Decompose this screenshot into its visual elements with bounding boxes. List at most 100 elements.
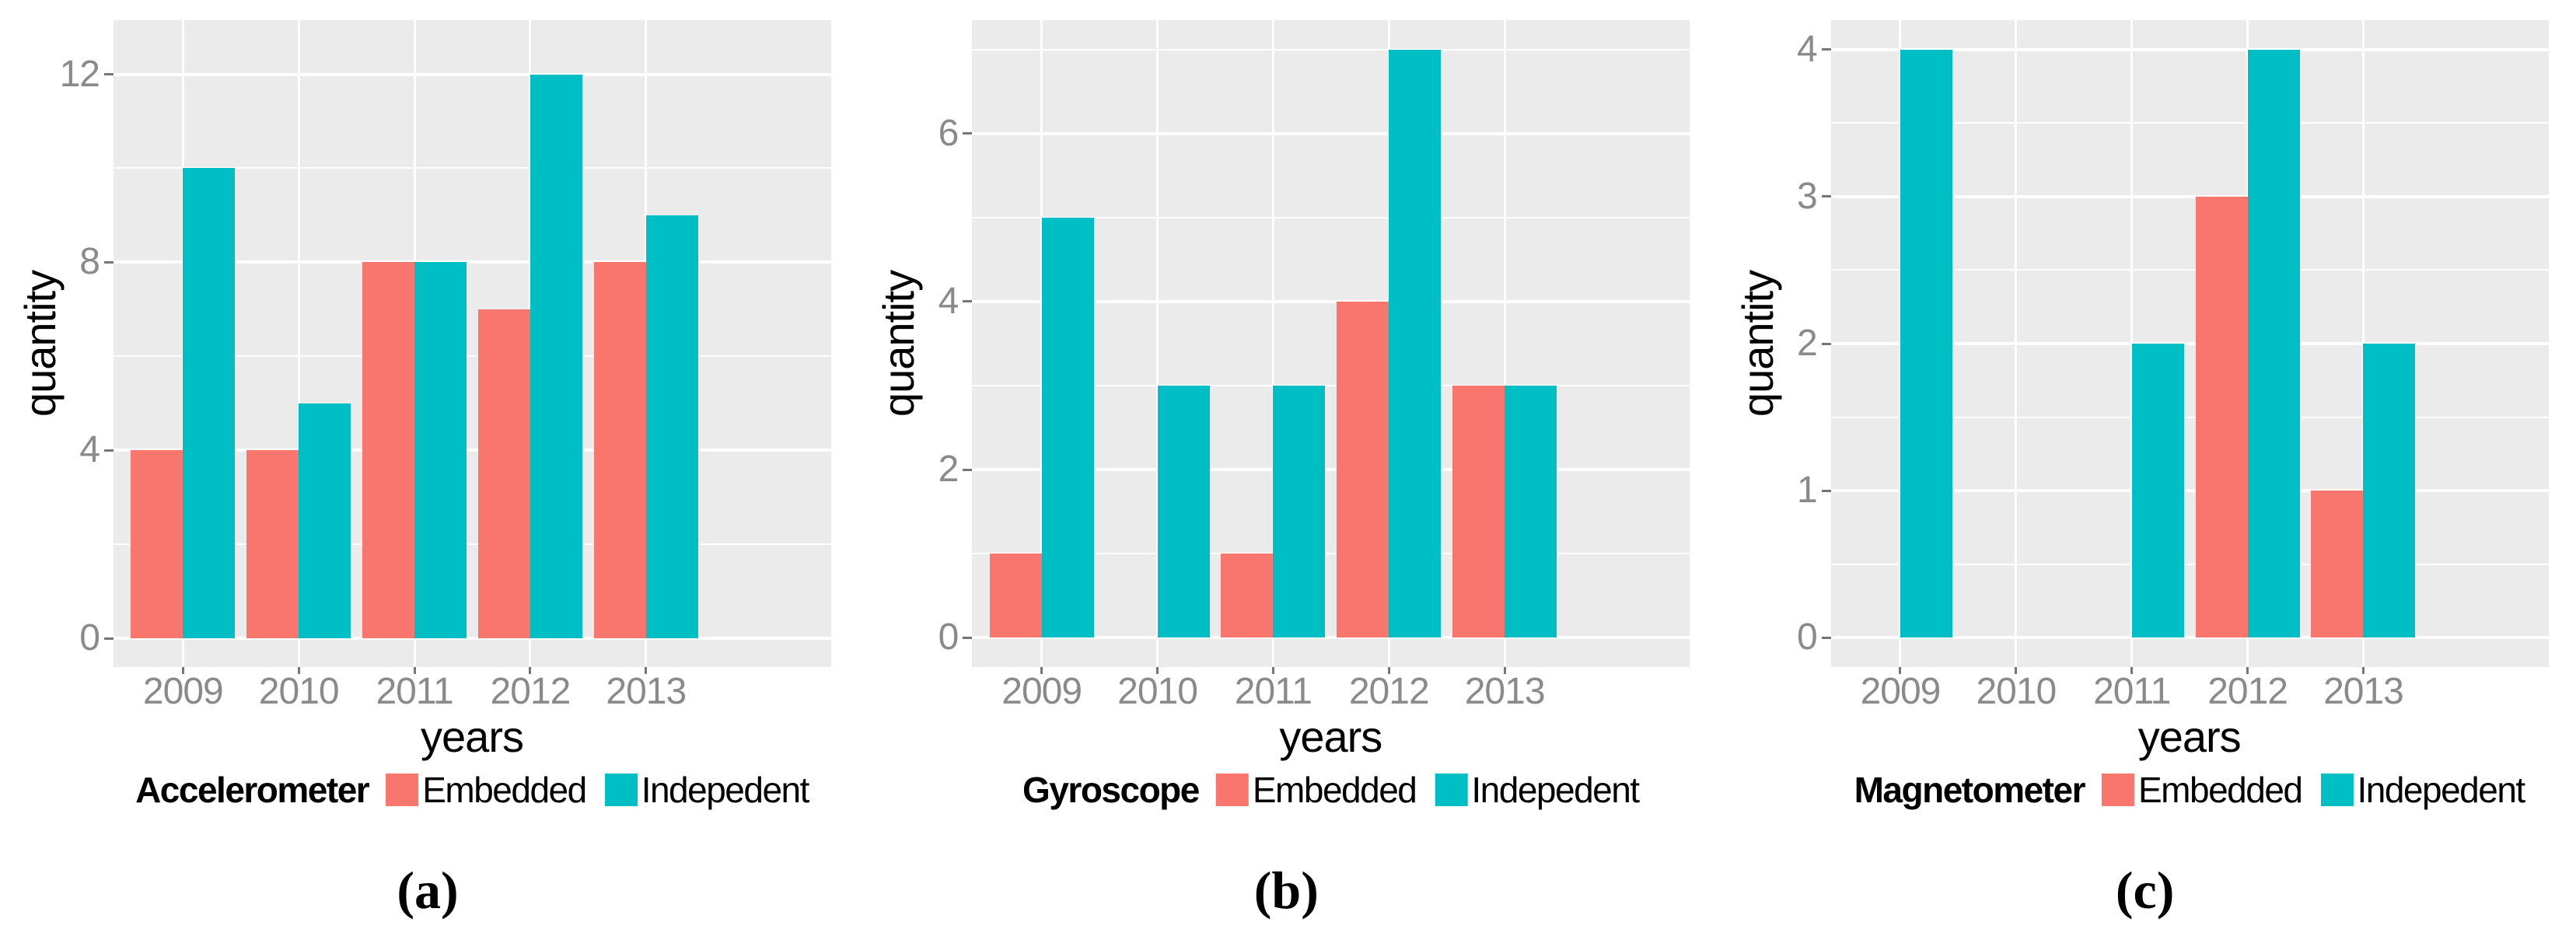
legend-title: Accelerometer: [135, 770, 370, 810]
legend-title: Gyroscope: [1022, 770, 1200, 810]
bar-embedded-2013: [1452, 386, 1505, 638]
y-tick-label: 0: [1796, 616, 1818, 658]
x-axis-title: years: [2137, 712, 2242, 761]
y-tick-mark: [104, 260, 114, 264]
y-tick-mark: [104, 73, 114, 76]
plot-panel: [972, 20, 1690, 667]
y-tick-label: 4: [79, 429, 100, 471]
x-tick-label: 2010: [1117, 671, 1198, 712]
bar-independent-2013: [645, 215, 698, 639]
subfigure-magnetometer: quantity years Magnetometer Embedded Ind…: [1718, 0, 2576, 936]
y-tick-label: 12: [59, 53, 100, 95]
major-gridline: [1830, 194, 2549, 198]
y-tick-label: 0: [79, 617, 100, 659]
y-tick-mark: [963, 300, 973, 303]
minor-gridline: [114, 167, 831, 169]
x-tick-label: 2009: [142, 671, 224, 712]
major-gridline: [114, 260, 831, 264]
minor-gridline: [1830, 122, 2549, 124]
y-tick-label: 0: [938, 616, 959, 658]
bar-embedded-2009: [131, 450, 184, 639]
y-tick-mark: [1821, 489, 1831, 492]
x-tick-mark: [645, 667, 648, 674]
bar-independent-2013: [1505, 386, 1557, 638]
x-major-gridline: [297, 20, 300, 667]
y-tick-label: 2: [1796, 323, 1818, 364]
y-tick-mark: [104, 449, 114, 452]
y-tick-label: 4: [938, 280, 959, 322]
x-major-gridline: [1503, 20, 1506, 667]
x-tick-mark: [2246, 667, 2249, 674]
x-tick-label: 2013: [606, 671, 687, 712]
legend: Accelerometer Embedded Indepedent: [135, 770, 809, 809]
bar-independent-2010: [1157, 386, 1210, 638]
x-major-gridline: [2015, 20, 2018, 667]
y-tick-mark: [963, 132, 973, 135]
bar-independent-2009: [1900, 49, 1952, 638]
major-gridline: [1830, 47, 2549, 51]
x-tick-label: 2011: [1234, 671, 1312, 712]
y-tick-mark: [104, 637, 114, 640]
x-tick-label: 2009: [1860, 671, 1942, 712]
x-tick-mark: [2015, 667, 2018, 674]
minor-gridline: [114, 543, 831, 546]
minor-gridline: [972, 48, 1690, 51]
major-gridline: [972, 468, 1690, 472]
x-tick-label: 2013: [1464, 671, 1546, 712]
x-tick-label: 2009: [1001, 671, 1082, 712]
legend: Magnetometer Embedded Indepedent: [1854, 770, 2526, 810]
x-tick-mark: [2130, 667, 2134, 674]
bar-independent-2012: [530, 74, 582, 639]
y-tick-mark: [963, 636, 973, 639]
bar-embedded-2013: [593, 262, 646, 639]
bar-embedded-2011: [362, 262, 415, 639]
x-major-gridline: [1271, 20, 1274, 667]
bar-independent-2011: [1273, 386, 1326, 638]
plot-panel: [1830, 20, 2549, 667]
x-axis-title: years: [421, 712, 524, 761]
x-major-gridline: [1156, 20, 1159, 667]
minor-gridline: [1830, 269, 2549, 271]
y-tick-label: 2: [938, 449, 959, 491]
bar-embedded-2012: [477, 309, 530, 639]
legend-swatch-independent: [604, 774, 638, 806]
x-tick-label: 2012: [1348, 671, 1430, 712]
major-gridline: [1830, 342, 2549, 345]
bar-independent-2009: [1041, 217, 1094, 638]
y-tick-mark: [1821, 48, 1831, 51]
x-tick-mark: [1899, 667, 1902, 674]
legend-swatch-independent: [2320, 774, 2354, 806]
minor-gridline: [114, 355, 831, 358]
y-tick-label: 6: [938, 112, 959, 154]
x-tick-label: 2011: [2093, 671, 2171, 712]
legend: Gyroscope Embedded Indepedent: [1022, 770, 1640, 810]
plot-panel: [114, 20, 831, 667]
y-tick-label: 8: [79, 241, 100, 283]
x-tick-label: 2011: [376, 671, 453, 712]
legend-label-independent: Indepedent: [2357, 770, 2525, 810]
minor-gridline: [1830, 563, 2549, 565]
legend-label-independent: Indepedent: [1471, 770, 1640, 810]
major-gridline: [114, 637, 831, 641]
x-tick-label: 2013: [2323, 671, 2404, 712]
subfigure-gyroscope: quantity years Gyroscope Embedded Indepe…: [858, 0, 1717, 936]
y-tick-label: 3: [1796, 175, 1818, 217]
legend-swatch-embedded: [386, 774, 419, 806]
bar-independent-2012: [1389, 49, 1442, 638]
bar-independent-2009: [183, 168, 236, 639]
x-tick-mark: [1040, 667, 1043, 674]
x-tick-label: 2012: [2207, 671, 2288, 712]
bar-embedded-2012: [2195, 196, 2248, 638]
bar-independent-2013: [2363, 344, 2416, 638]
bar-embedded-2013: [2311, 491, 2364, 638]
major-gridline: [114, 72, 831, 76]
bar-embedded-2009: [989, 554, 1042, 638]
caption-a: (a): [397, 861, 459, 920]
major-gridline: [972, 299, 1690, 303]
minor-gridline: [972, 216, 1690, 218]
x-tick-mark: [1156, 667, 1159, 674]
legend-label-embedded: Embedded: [2137, 770, 2303, 810]
caption-c: (c): [2115, 861, 2175, 920]
major-gridline: [972, 131, 1690, 135]
